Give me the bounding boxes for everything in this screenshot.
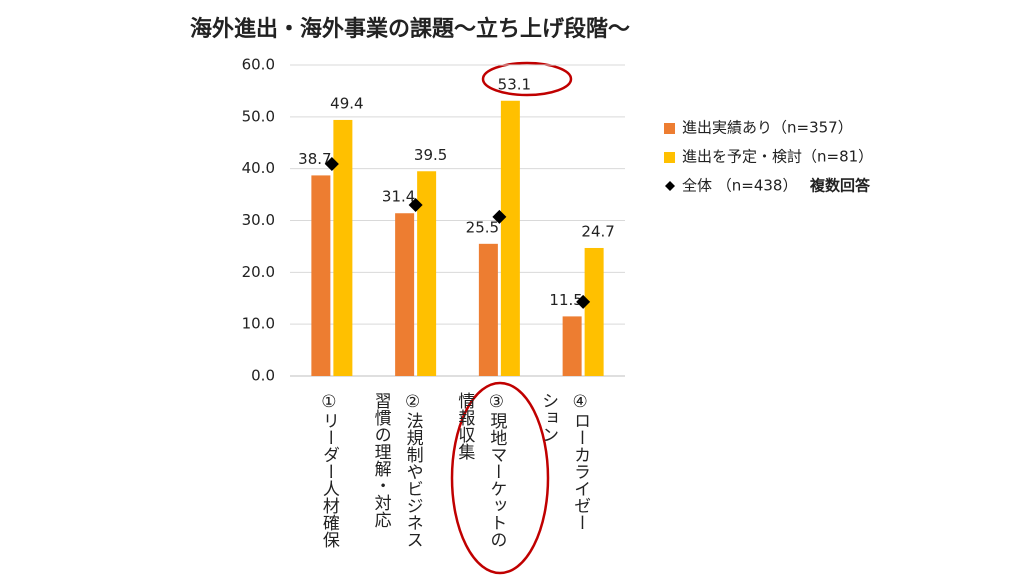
legend-swatch bbox=[664, 123, 675, 134]
y-tick-label: 50.0 bbox=[242, 107, 275, 125]
y-tick-label: 10.0 bbox=[242, 315, 275, 333]
data-label: 49.4 bbox=[330, 94, 363, 112]
x-tick-label: ション bbox=[538, 392, 558, 443]
bar bbox=[333, 119, 353, 377]
data-label: 24.7 bbox=[581, 222, 614, 240]
marker bbox=[324, 157, 339, 172]
note: 複数回答 bbox=[809, 177, 871, 195]
data-label: 25.5 bbox=[466, 218, 499, 236]
marker bbox=[576, 294, 591, 309]
y-tick-label: 60.0 bbox=[242, 56, 275, 74]
bar bbox=[417, 171, 437, 376]
bar bbox=[478, 243, 498, 376]
highlight-oval bbox=[450, 381, 550, 575]
x-tick-label: ①リーダー人材確保 bbox=[319, 392, 340, 548]
chart-title: 海外進出・海外事業の課題～立ち上げ段階～ bbox=[190, 16, 630, 42]
legend-swatch bbox=[665, 181, 675, 191]
highlight-oval bbox=[481, 61, 573, 97]
legend-label: 進出実績あり（n=357） bbox=[682, 119, 853, 137]
data-label: 38.7 bbox=[298, 150, 331, 168]
legend-label: 全体 （n=438） bbox=[682, 177, 797, 195]
x-tick-label: ③現地マーケットの bbox=[486, 392, 507, 548]
data-label: 53.1 bbox=[498, 75, 531, 93]
data-label: 31.4 bbox=[382, 188, 415, 206]
legend-swatch bbox=[664, 152, 675, 163]
x-tick-label: 情報収集 bbox=[454, 392, 475, 460]
bar bbox=[500, 100, 520, 376]
bar bbox=[395, 213, 415, 376]
x-tick-label: 習慣の理解・対応 bbox=[371, 392, 392, 528]
y-tick-label: 40.0 bbox=[242, 159, 275, 177]
bar bbox=[584, 247, 604, 376]
legend-label: 進出を予定・検討（n=81） bbox=[682, 148, 873, 166]
bar bbox=[562, 316, 582, 376]
y-tick-label: 0.0 bbox=[251, 367, 275, 385]
data-label: 11.5 bbox=[549, 291, 582, 309]
data-label: 39.5 bbox=[414, 146, 447, 164]
marker bbox=[492, 209, 507, 224]
y-tick-label: 30.0 bbox=[242, 211, 275, 229]
x-tick-label: ②法規制やビジネス bbox=[403, 392, 424, 548]
marker bbox=[408, 197, 423, 212]
bar bbox=[311, 175, 331, 376]
x-tick-label: ④ローカライゼー bbox=[570, 392, 590, 531]
y-tick-label: 20.0 bbox=[242, 263, 275, 281]
